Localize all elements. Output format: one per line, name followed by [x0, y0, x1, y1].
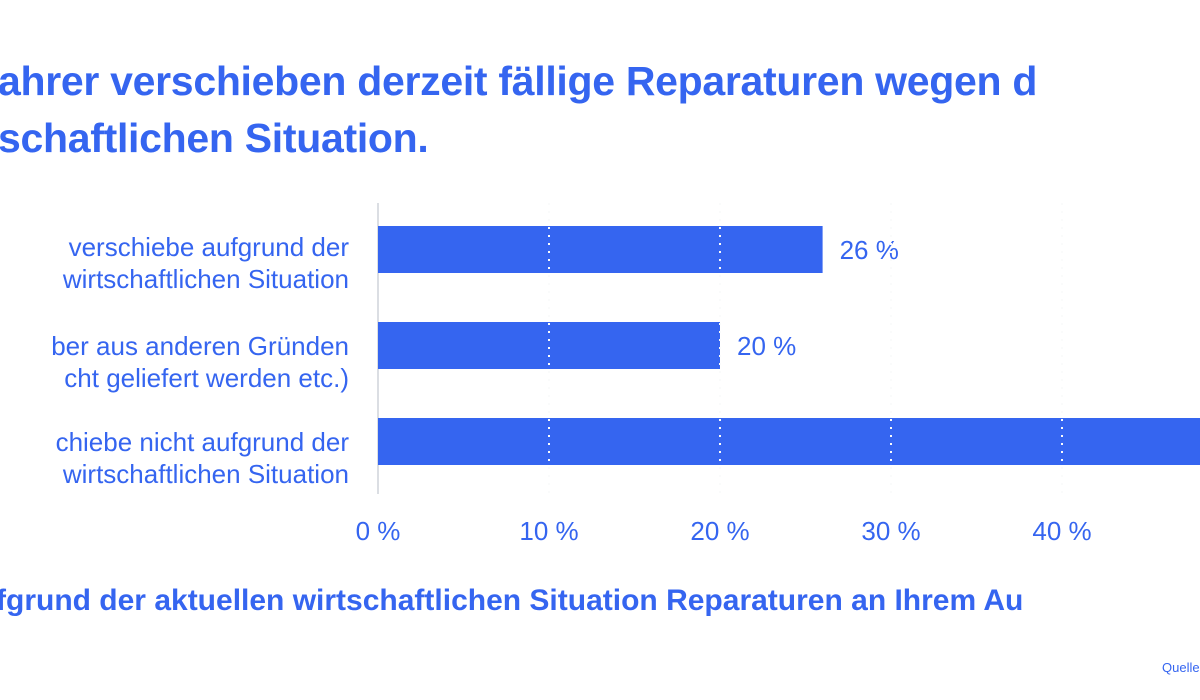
bar-2 [378, 322, 720, 369]
category-label-3-line-1: chiebe nicht aufgrund der [55, 427, 349, 457]
bar-1 [378, 226, 823, 273]
category-label-2-line-2: cht geliefert werden etc.) [64, 363, 349, 393]
chart-subtitle: fgrund der aktuellen wirtschaftlichen Si… [0, 584, 1024, 617]
source-note: Quelle [1162, 660, 1200, 675]
category-label-2-line-1: ber aus anderen Gründen [51, 331, 349, 361]
category-label-1: verschiebe aufgrund der wirtschaftlichen… [63, 231, 349, 295]
chart-title-line-1: ahrer verschieben derzeit fällige Repara… [0, 58, 1038, 104]
x-tick-label-10: 10 % [519, 516, 578, 546]
category-label-2: ber aus anderen Gründen cht geliefert we… [51, 330, 349, 394]
data-label-2: 20 % [737, 331, 796, 361]
category-label-3-line-2: wirtschaftlichen Situation [62, 459, 349, 489]
x-tick-label-30: 30 % [861, 516, 920, 546]
bar-3 [378, 418, 1200, 465]
x-tick-label-0: 0 % [356, 516, 401, 546]
x-tick-label-20: 20 % [690, 516, 749, 546]
x-tick-label-40: 40 % [1032, 516, 1091, 546]
category-label-1-line-2: wirtschaftlichen Situation [62, 264, 349, 294]
chart-title-line-2: schaftlichen Situation. [0, 115, 429, 161]
data-label-1: 26 % [840, 235, 899, 265]
category-label-3: chiebe nicht aufgrund der wirtschaftlich… [56, 426, 349, 490]
category-label-1-line-1: verschiebe aufgrund der [68, 232, 349, 262]
